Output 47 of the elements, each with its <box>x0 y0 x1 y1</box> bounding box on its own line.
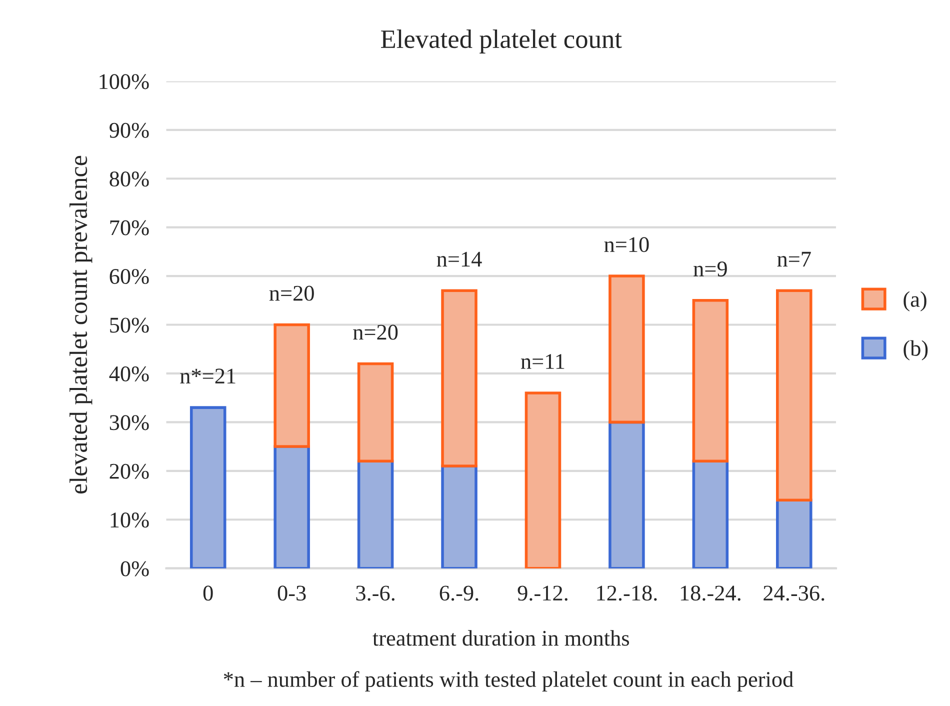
x-tick-label: 9.-12. <box>518 586 568 601</box>
bar <box>274 445 310 568</box>
bar <box>441 464 478 568</box>
bar <box>776 498 812 568</box>
bar <box>190 406 226 568</box>
y-tick-label: 20% <box>110 464 149 479</box>
y-tick-label: 40% <box>109 366 149 382</box>
x-tick-label: 18.-24. <box>680 586 740 601</box>
annotation: n=7 <box>777 252 811 266</box>
text: *n – number of patients with tested platelet count in each period <box>224 671 794 692</box>
annotation: n=20 <box>353 324 398 340</box>
annotation: n=20 <box>269 286 314 301</box>
bar <box>692 299 729 463</box>
x-tick-label: 12.-18. <box>597 586 657 601</box>
bar <box>357 362 394 463</box>
y-tick-label: 90% <box>110 122 149 138</box>
bar <box>608 420 645 568</box>
x-tick-label: 0-3 <box>278 586 306 601</box>
bar <box>524 392 562 568</box>
chart-title: Elevated platelet count <box>380 30 622 54</box>
bar <box>692 460 729 568</box>
y-tick-label: 10% <box>110 512 149 528</box>
bar <box>608 274 645 424</box>
x-tick-label: 0 <box>203 586 213 601</box>
bar <box>274 323 310 448</box>
y-tick-label: 80% <box>110 172 149 187</box>
y-tick-label: 70% <box>110 220 149 236</box>
annotation: n=14 <box>436 252 482 266</box>
legend-label: (a) <box>904 291 926 312</box>
bar <box>441 289 478 468</box>
annotation: n=11 <box>520 354 564 369</box>
y-tick-label: 60% <box>110 268 149 284</box>
x-tick-label: 6.-9. <box>440 586 478 601</box>
y-tick-label: 0% <box>120 561 149 576</box>
bar <box>357 460 394 568</box>
annotation: n*=21 <box>180 368 236 384</box>
bar <box>776 289 812 502</box>
y-tick-label: 100% <box>100 74 149 90</box>
x-tick-label: 3.-6. <box>356 586 394 601</box>
x-axis-title: treatment duration in months <box>372 630 629 646</box>
annotation: n=10 <box>604 237 649 252</box>
annotation: n=9 <box>694 262 727 276</box>
x-tick-label: 24.-36. <box>764 586 824 601</box>
y-tick-label: 30% <box>110 415 149 430</box>
y-tick-label: 50% <box>110 318 149 333</box>
legend-label: (b) <box>904 340 928 360</box>
y-axis-title: elevated platelet count prevalence <box>70 156 92 494</box>
